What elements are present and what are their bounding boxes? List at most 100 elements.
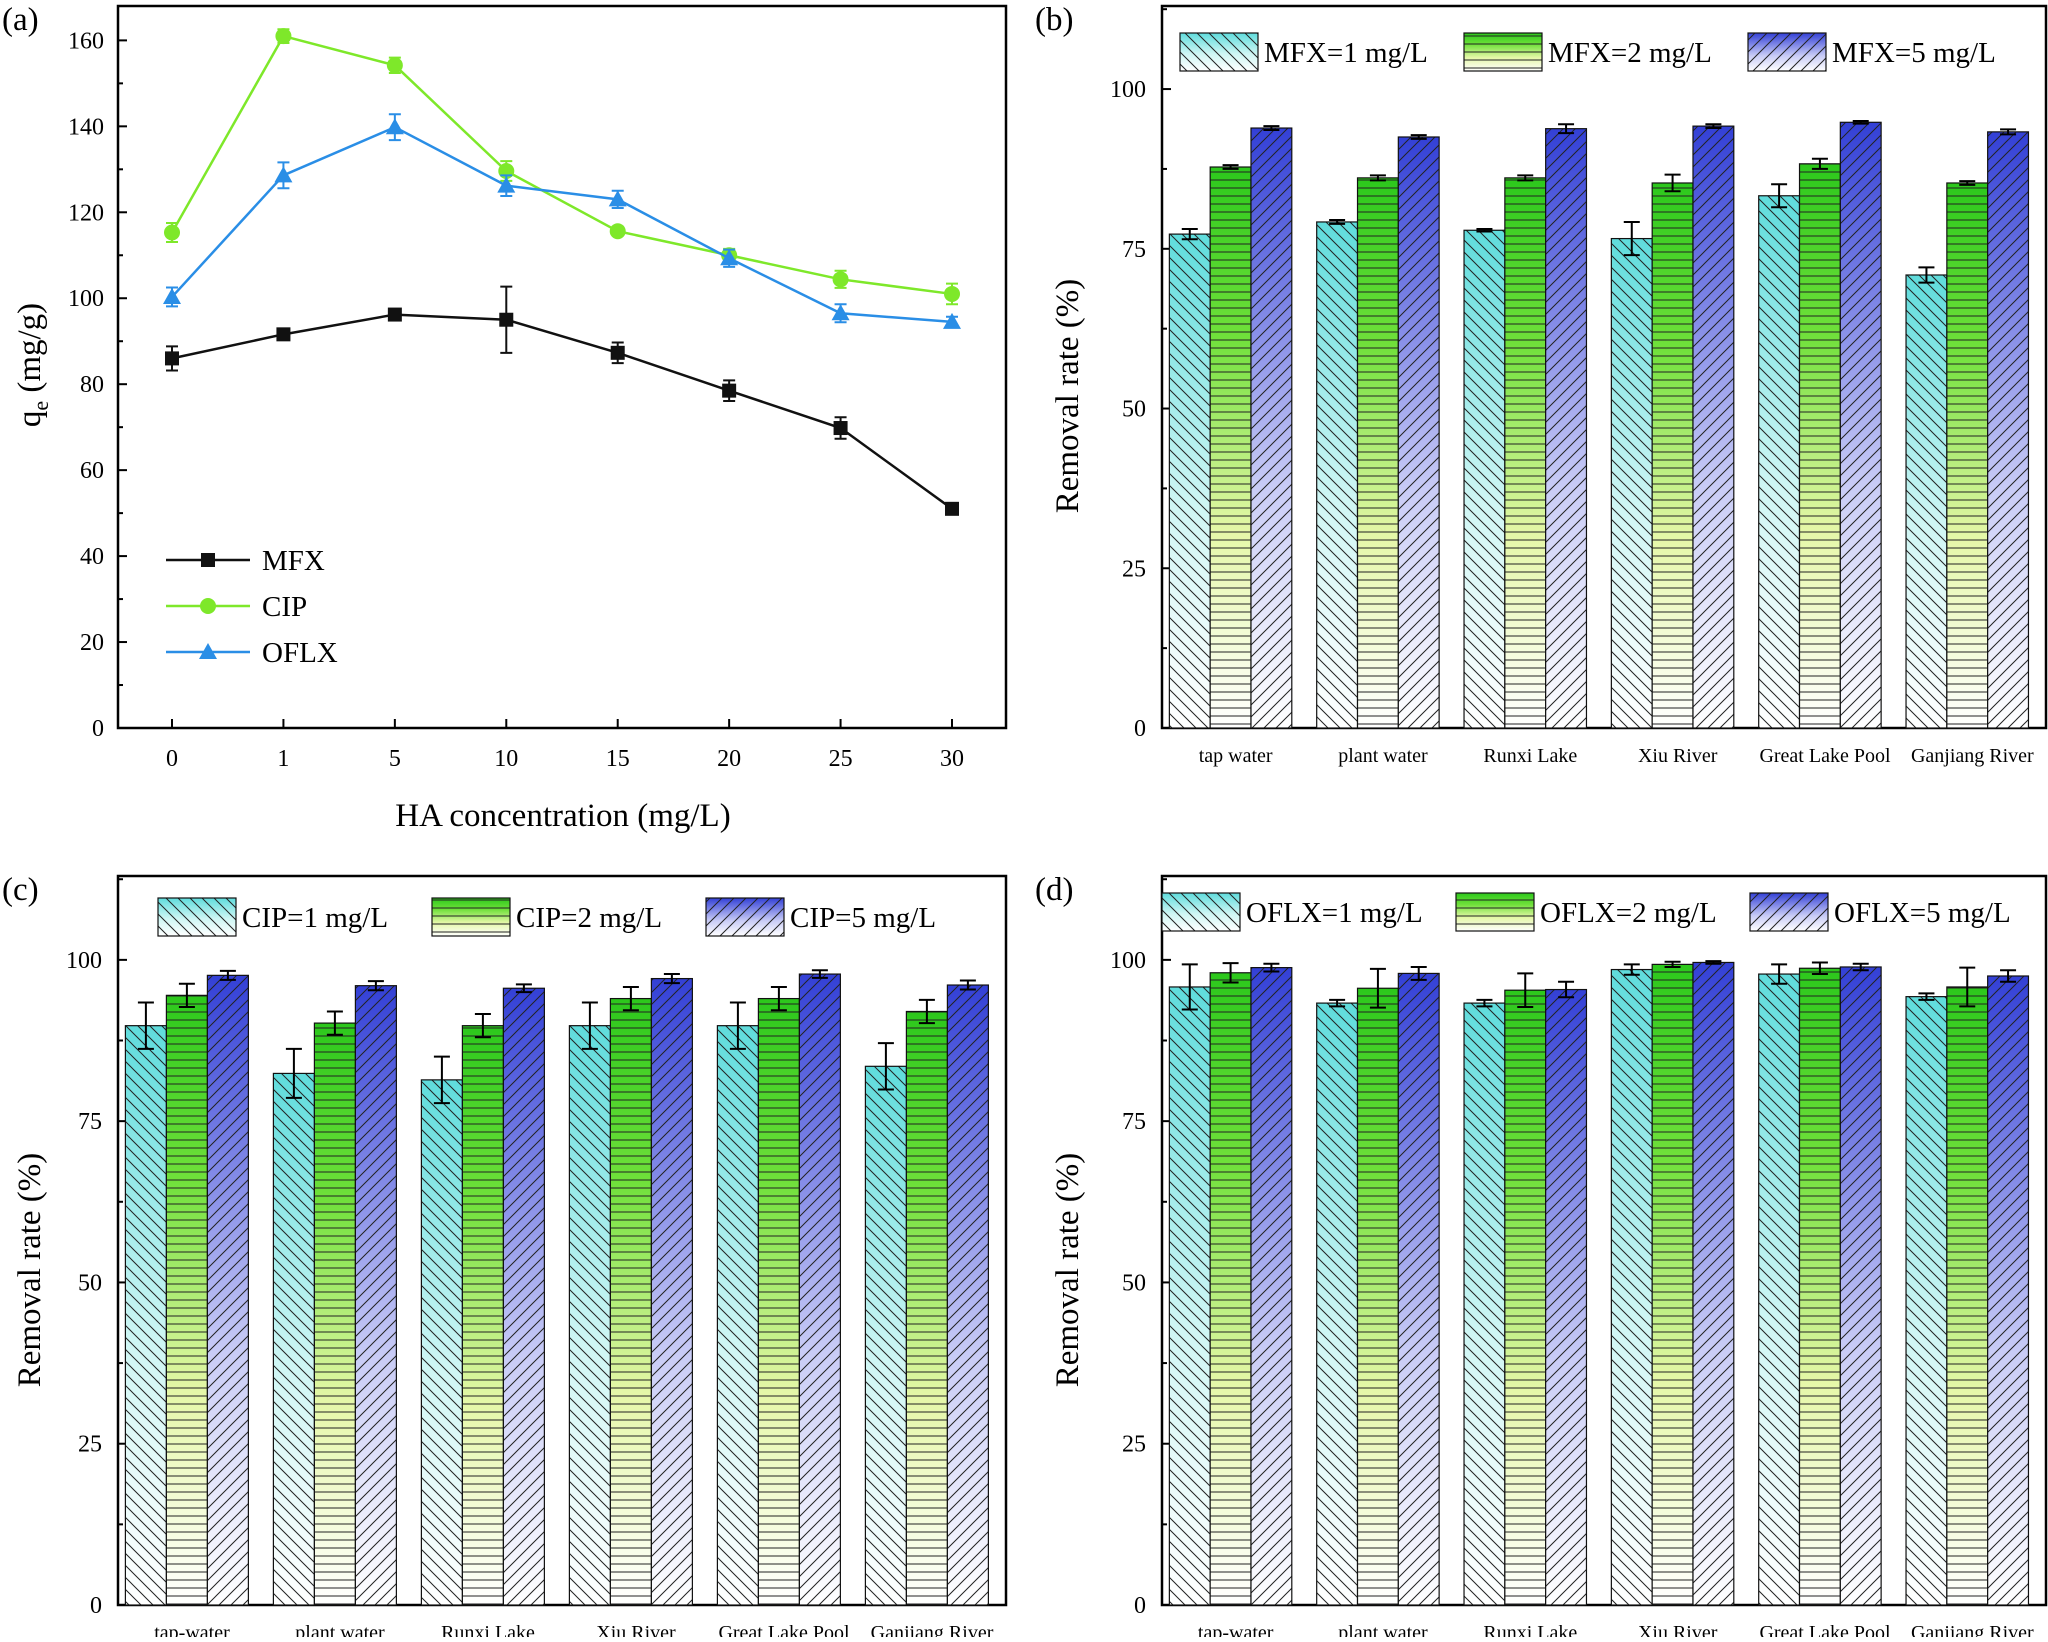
- panel-a-label: (a): [2, 2, 39, 38]
- panel-c-error-bar: [729, 1001, 746, 1050]
- panel-c-bar-hatch: [272, 1072, 315, 1606]
- panel-b-error-bar: [1664, 173, 1681, 193]
- panel-c-error-bar: [622, 985, 639, 1012]
- panel-d-bar-hatch: [1610, 968, 1653, 1606]
- panel-a-y-tick-label: 80: [80, 372, 104, 398]
- panel-c-y-tick-label: 50: [78, 1270, 102, 1296]
- panel-c-y-tick-label: 0: [90, 1593, 102, 1619]
- panel-b-error-bar: [1771, 183, 1788, 209]
- series-cip-point: [609, 223, 626, 240]
- panel-c-category-label: tap-water: [154, 1622, 230, 1637]
- panel-b-legend-label: MFX=5 mg/L: [1832, 37, 1996, 69]
- series-mfx-line: [171, 313, 953, 510]
- panel-b-error-bar: [1517, 174, 1534, 182]
- panel-d-bar-hatch: [1316, 1002, 1359, 1606]
- panel-b-category-label: Ganjiang River: [1911, 745, 2034, 767]
- panel-b-error-bar: [2000, 128, 2017, 136]
- panel-b-legend-label: MFX=1 mg/L: [1264, 37, 1428, 69]
- panel-c-bar-hatch: [502, 987, 545, 1606]
- panel-b-legend-swatch-hatch: [1463, 32, 1543, 72]
- panel-a-y-tick-label: 140: [68, 114, 104, 140]
- panel-b-bar-hatch: [1610, 237, 1653, 729]
- panel-c-plot-area: 0 25 50 75 100 tap-water plant water Runxi Lake…: [66, 874, 1008, 1642]
- panel-a-y-tick-label: 100: [68, 286, 104, 312]
- panel-a-y-tick-label: 60: [80, 458, 104, 484]
- panel-b-y-axis-title: Removal rate (%): [1050, 279, 1086, 514]
- panel-c-bar-hatch: [420, 1079, 463, 1606]
- panel-a-x-tick-label: 5: [389, 746, 401, 772]
- panel-b-error-bar: [1705, 123, 1722, 130]
- panel-b-bar-hatch: [1758, 195, 1801, 729]
- panel-b-category-label: Great Lake Pool: [1759, 745, 1891, 767]
- series-oflx-point: [497, 176, 516, 193]
- series-cip-point: [386, 57, 403, 74]
- panel-a-frame: [116, 4, 1008, 730]
- panel-b-category-label: Runxi Lake: [1483, 745, 1577, 767]
- panel-c-error-bar: [663, 973, 680, 985]
- panel-d-error-bar: [1410, 965, 1427, 981]
- series-mfx-point: [276, 327, 291, 342]
- panel-a-x-tick-label: 1: [277, 746, 289, 772]
- panel-d-category-label: Great Lake Pool: [1759, 1622, 1891, 1637]
- panel-b-bar-hatch: [1692, 125, 1735, 729]
- panel-c-bar-hatch: [757, 997, 800, 1606]
- series-mfx-point: [165, 351, 179, 366]
- panel-a-y-tick-label: 120: [68, 200, 104, 226]
- panel-c-error-bar: [474, 1013, 491, 1039]
- panel-c-legend-swatch-hatch: [431, 897, 511, 937]
- panel-d-error-bar: [1476, 998, 1493, 1008]
- panel-b-y-tick-label: 75: [1122, 237, 1146, 263]
- panel-b-error-bar: [1476, 227, 1493, 233]
- panel-d-error-bar: [1623, 963, 1640, 976]
- panel-c-label: (c): [2, 872, 39, 908]
- series-oflx-point: [385, 118, 404, 135]
- series-cip-point: [275, 28, 292, 45]
- panel-a-x-tick-label: 30: [940, 746, 964, 772]
- panel-d-label: (d): [1035, 872, 1073, 908]
- panel-a-y-axis-title: qe (mg/g): [12, 303, 53, 427]
- panel-a-legend: MFX CIP OFLX: [166, 545, 338, 669]
- series-mfx-point: [945, 501, 959, 516]
- panel-b-plot-area: 0 25 50 75 100 tap water plant water Runxi Lake…: [1110, 4, 2048, 767]
- legend-oflx-marker: [199, 643, 217, 659]
- panel-c-error-bar: [959, 979, 976, 991]
- legend-cip-marker: [200, 598, 216, 614]
- panel-a-x-tick-label: 15: [606, 746, 630, 772]
- panel-d-legend-swatch-hatch: [1455, 892, 1535, 932]
- panel-d-bar-hatch: [1250, 967, 1293, 1606]
- panel-b-bar-hatch: [1397, 136, 1440, 729]
- panel-c-legend-swatch-hatch: [157, 897, 237, 937]
- series-oflx-point: [943, 312, 961, 329]
- panel-c-y-tick-label: 75: [78, 1109, 102, 1135]
- panel-d-bar-hatch: [1946, 986, 1989, 1606]
- panel-d-bar-hatch: [1356, 987, 1399, 1606]
- legend-cip-label: CIP: [262, 591, 307, 623]
- panel-c-bar-hatch: [354, 985, 397, 1606]
- panel-b-frame: [1160, 4, 2048, 730]
- panel-b-legend-swatch-hatch: [1179, 32, 1259, 72]
- panel-b-bar-hatch: [1250, 127, 1293, 729]
- panel-b-legend-label: MFX=2 mg/L: [1548, 37, 1712, 69]
- series-cip-line: [170, 34, 953, 296]
- series-cip-point: [832, 271, 849, 288]
- panel-c-category-label: Runxi Lake: [441, 1622, 535, 1637]
- panel-d-category-label: Xiu River: [1638, 1622, 1718, 1637]
- panel-d-error-bar: [1705, 960, 1722, 965]
- panel-c-bar-hatch: [461, 1025, 504, 1606]
- panel-d-y-tick-label: 100: [1110, 948, 1146, 974]
- legend-oflx-label: OFLX: [262, 637, 338, 669]
- panel-c-error-bar: [581, 1001, 598, 1050]
- panel-d-y-tick-label: 0: [1134, 1593, 1146, 1619]
- panel-c-error-bar: [515, 983, 532, 994]
- panel-c-bar-hatch: [165, 994, 208, 1606]
- panel-b-bar-hatch: [1946, 182, 1989, 729]
- panel-b-bar-hatch: [1651, 182, 1694, 729]
- panel-b-bar-hatch: [1168, 233, 1211, 729]
- panel-b-y-tick-label: 25: [1122, 556, 1146, 582]
- panel-b-bar-hatch: [1798, 163, 1841, 729]
- panel-c-bar-hatch: [946, 984, 989, 1606]
- panel-a-y-tick-label: 40: [80, 544, 104, 570]
- panel-a-x-tick-label: 0: [166, 746, 178, 772]
